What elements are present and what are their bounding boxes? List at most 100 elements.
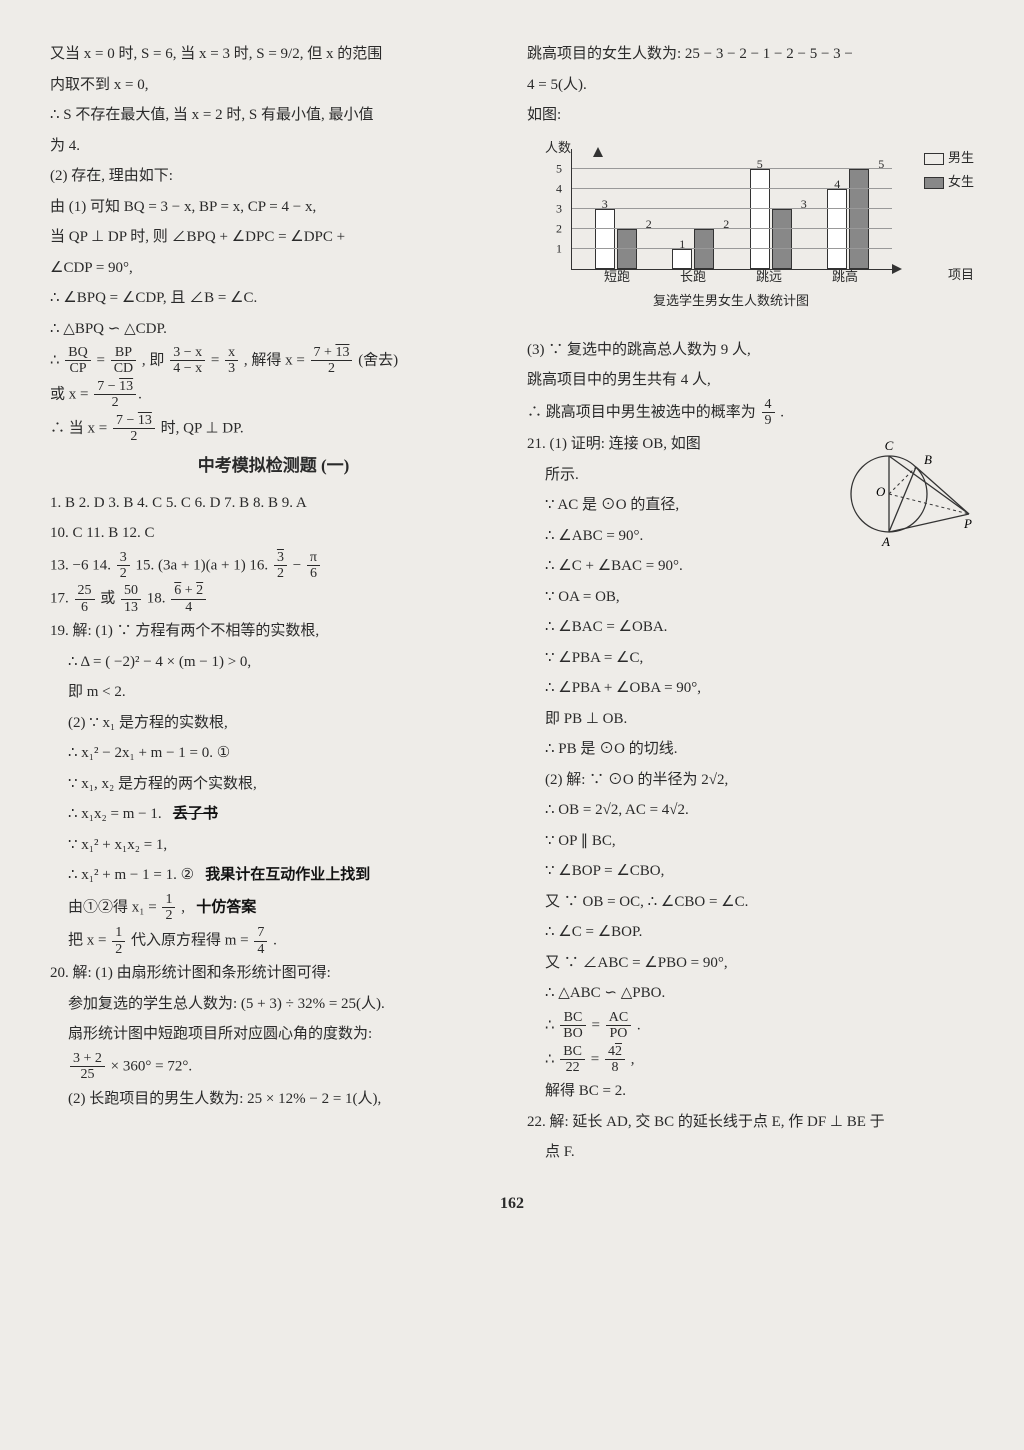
svg-text:A: A: [881, 534, 890, 549]
svg-text:P: P: [963, 516, 972, 531]
x-categories: 短跑 长跑 跳远 跳高: [571, 265, 891, 290]
fraction: ACPO: [606, 1010, 631, 1042]
text: ∵ OP ∥ BC,: [527, 827, 974, 856]
bar-value: 1: [672, 233, 692, 256]
text: 男生: [948, 150, 974, 165]
text: (2) 解: ∵ ⊙O 的半径为 2√2,: [527, 766, 974, 795]
equation: 把 x = 12 代入原方程得 m = 74 .: [50, 925, 497, 957]
text: ∴ x₁x₂ = m − 1. 丢了书: [50, 800, 497, 829]
answer-row: 13. −6 14. 32 15. (3a + 1)(a + 1) 16. 32…: [50, 550, 497, 582]
fraction: 256: [75, 583, 95, 615]
text: ∴ 跳高项目中男生被选中的概率为: [527, 404, 760, 420]
gridline: [572, 168, 892, 169]
x-category: 跳远: [756, 265, 782, 290]
equation: ∴ 当 x = 7 − 132 时, QP ⊥ DP.: [50, 413, 497, 445]
equation: ∴ BC22 = 428 ,: [527, 1044, 974, 1076]
text: ∴ ∠BPQ = ∠CDP, 且 ∠B = ∠C.: [50, 284, 497, 313]
fraction: BPCD: [111, 345, 136, 377]
text: ∴ △ABC ∽ △PBO.: [527, 979, 974, 1008]
gridline: [572, 208, 892, 209]
bar-male: [827, 189, 847, 269]
text: ∠CDP = 90°,: [50, 254, 497, 283]
text: 17.: [50, 591, 73, 607]
text: (舍去): [358, 352, 398, 368]
bar-value: 2: [639, 213, 659, 236]
legend: 男生 女生: [924, 146, 974, 195]
text: ∴ △BPQ ∽ △CDP.: [50, 315, 497, 344]
fraction: BC22: [560, 1044, 585, 1076]
fraction: 7 − 132: [94, 379, 136, 411]
text: 又 ∵ OB = OC, ∴ ∠CBO = ∠C.: [527, 888, 974, 917]
text: 跳高项目的女生人数为: 25 − 3 − 2 − 1 − 2 − 5 − 3 −: [527, 40, 974, 69]
text: .: [273, 933, 277, 949]
equation: ∴ BCBO = ACPO .: [527, 1010, 974, 1042]
bar-female: [772, 209, 792, 269]
text: ∵ x₁² + x₁x₂ = 1,: [50, 831, 497, 860]
fraction: 49: [762, 397, 775, 429]
text: 又 ∵ ∠ABC = ∠PBO = 90°,: [527, 949, 974, 978]
fraction: 7 + 132: [311, 345, 353, 377]
text: ∴ PB 是 ⊙O 的切线.: [527, 735, 974, 764]
text: 代入原方程得 m =: [131, 933, 252, 949]
fraction: 5013: [121, 583, 141, 615]
x-axis-arrow-icon: [892, 264, 902, 274]
text: 解得 BC = 2.: [527, 1077, 974, 1106]
text: 19. 解: (1) ∵ 方程有两个不相等的实数根,: [50, 617, 497, 646]
text: 点 F.: [527, 1138, 974, 1167]
bar-value: 5: [871, 153, 891, 176]
y-tick: 3: [556, 197, 562, 220]
text: 为 4.: [50, 132, 497, 161]
bar-value: 2: [716, 213, 736, 236]
text: 由 (1) 可知 BQ = 3 − x, BP = x, CP = 4 − x,: [50, 193, 497, 222]
text: ∴ x₁² + m − 1 = 1. ②: [68, 867, 194, 883]
equation: 3 + 225 × 360° = 72°.: [50, 1051, 497, 1083]
text: 女生: [948, 174, 974, 189]
equation: ∴ BQCP = BPCD , 即 3 − x4 − x = x3 , 解得 x…: [50, 345, 497, 377]
bar-chart: 人数 男生 女生 32125345 12345 项目 短跑长跑跳远跳高 复选学生…: [545, 136, 974, 326]
svg-text:C: C: [885, 438, 894, 453]
text: 或: [100, 591, 119, 607]
text: 如图:: [527, 101, 974, 130]
bar-group: 32: [595, 209, 637, 269]
fraction: 3 − x4 − x: [170, 345, 205, 377]
svg-text:O: O: [876, 484, 886, 499]
text: 4 = 5(人).: [527, 71, 974, 100]
text: 由①②得 x₁ =: [68, 899, 160, 915]
fraction: 7 − 132: [113, 413, 155, 445]
text: 22. 解: 延长 AD, 交 BC 的延长线于点 E, 作 DF ⊥ BE 于: [527, 1108, 974, 1137]
text: ∴ OB = 2√2, AC = 4√2.: [527, 796, 974, 825]
text: .: [780, 404, 784, 420]
x-category: 短跑: [604, 265, 630, 290]
text: ∴ 当 x =: [50, 420, 111, 436]
fraction: 12: [162, 892, 175, 924]
legend-item-male: 男生: [924, 146, 974, 171]
text: 即 m < 2.: [50, 678, 497, 707]
text: 18.: [147, 591, 170, 607]
text: 把 x =: [68, 933, 110, 949]
text: ∴ x₁x₂ = m − 1.: [68, 806, 162, 822]
text: 扇形统计图中短跑项目所对应圆心角的度数为:: [50, 1020, 497, 1049]
text: 20. 解: (1) 由扇形统计图和条形统计图可得:: [50, 959, 497, 988]
text: ,: [631, 1051, 635, 1067]
fraction: 12: [112, 925, 125, 957]
text: ∵ OA = OB,: [527, 583, 974, 612]
x-category: 长跑: [680, 265, 706, 290]
right-column: 跳高项目的女生人数为: 25 − 3 − 2 − 1 − 2 − 5 − 3 −…: [527, 40, 974, 1169]
x-category: 跳高: [832, 265, 858, 290]
text: 内取不到 x = 0,: [50, 71, 497, 100]
equation: 由①②得 x₁ = 12 , 十仿答案: [50, 892, 497, 924]
fraction: π6: [307, 550, 320, 582]
bar-female: [694, 229, 714, 269]
bar-value: 3: [595, 193, 615, 216]
two-column-layout: 又当 x = 0 时, S = 6, 当 x = 3 时, S = 9/2, 但…: [50, 40, 974, 1169]
text: ∴: [545, 1017, 558, 1033]
text: ∴ Δ = ( −2)² − 4 × (m − 1) > 0,: [50, 648, 497, 677]
chart-caption: 复选学生男女生人数统计图: [571, 289, 891, 314]
text: ∴ ∠PBA + ∠OBA = 90°,: [527, 674, 974, 703]
y-tick: 1: [556, 237, 562, 260]
handwriting: 丢了书: [173, 806, 218, 822]
fraction: 3 + 225: [70, 1051, 105, 1083]
text: ∵ ∠PBA = ∠C,: [527, 644, 974, 673]
answer-row: 1. B 2. D 3. B 4. C 5. C 6. D 7. B 8. B …: [50, 489, 497, 518]
text: ∴: [50, 352, 63, 368]
